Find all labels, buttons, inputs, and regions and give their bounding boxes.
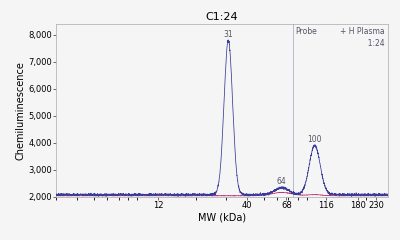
Title: C1:24: C1:24 (206, 12, 238, 22)
Text: Probe: Probe (295, 27, 317, 36)
Y-axis label: Chemiluminescence: Chemiluminescence (15, 61, 25, 160)
Text: 31: 31 (224, 30, 233, 39)
Text: 64: 64 (277, 177, 287, 186)
Text: 100: 100 (308, 135, 322, 144)
Text: + H Plasma
  1:24: + H Plasma 1:24 (340, 27, 385, 48)
X-axis label: MW (kDa): MW (kDa) (198, 213, 246, 223)
